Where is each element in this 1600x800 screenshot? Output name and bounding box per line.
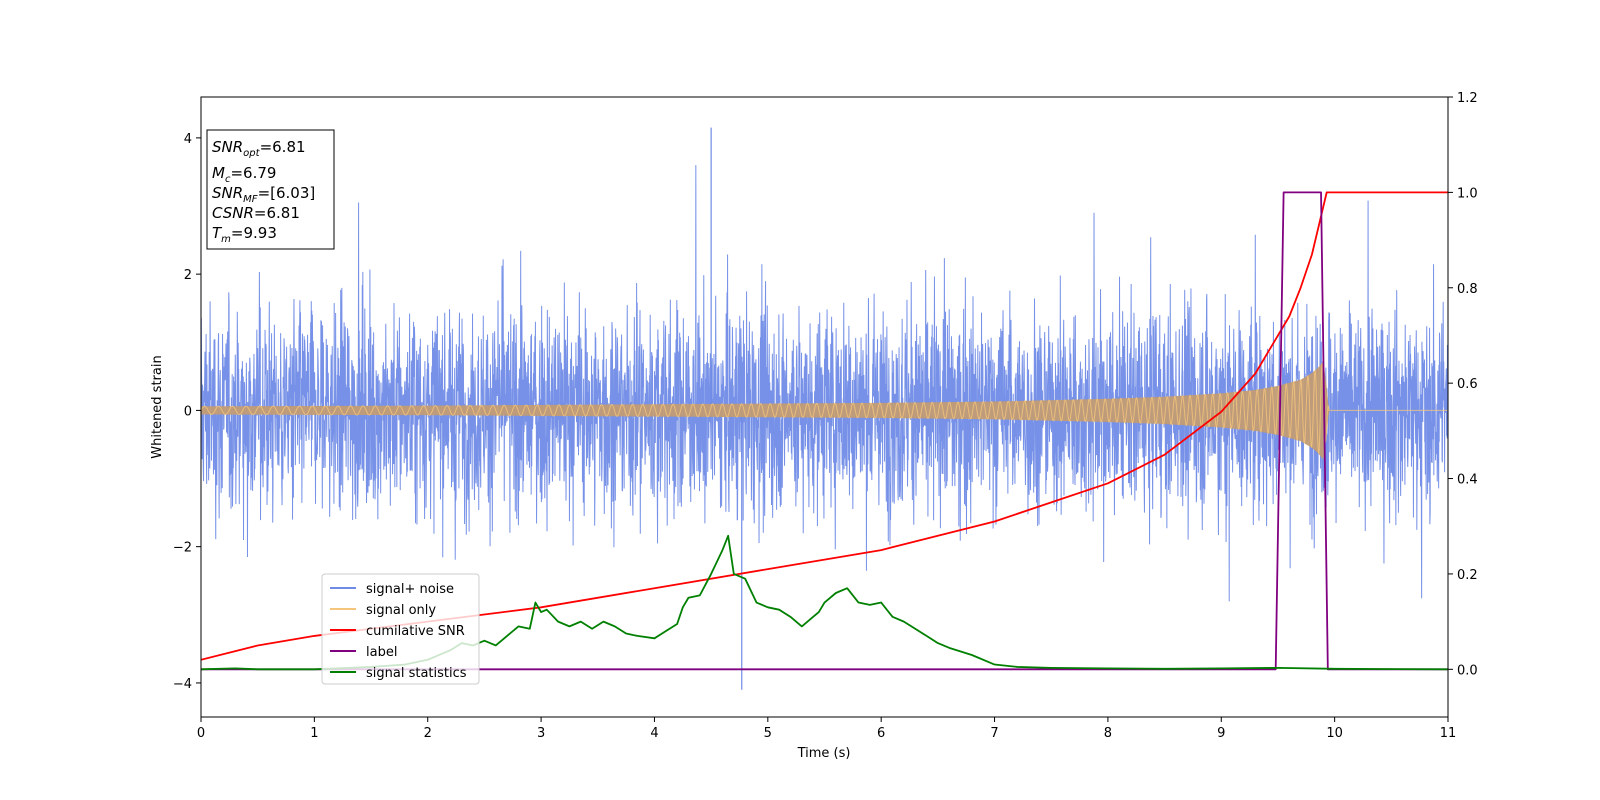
x-tick-label: 2 (424, 726, 432, 741)
left-y-tick-label: 4 (184, 132, 192, 147)
plot-area (201, 127, 1448, 690)
left-y-axis: −4 −2 0 2 4 (173, 132, 201, 692)
left-y-tick-label: −4 (173, 677, 192, 692)
right-y-tick-label: 0.4 (1457, 473, 1478, 488)
x-tick-label: 0 (197, 726, 205, 741)
left-y-tick-label: −2 (173, 541, 192, 556)
info-mc: Mc=6.79 (212, 164, 276, 185)
right-y-tick-label: 1.2 (1457, 91, 1478, 106)
info-snr-mf: SNRMF=[6.03] (212, 184, 315, 205)
x-tick-label: 7 (990, 726, 998, 741)
left-y-tick-label: 2 (184, 268, 192, 283)
x-tick-label: 9 (1217, 726, 1225, 741)
legend-label: signal+ noise (366, 582, 454, 597)
right-y-tick-label: 0.6 (1457, 377, 1478, 392)
x-tick-label: 4 (650, 726, 658, 741)
x-tick-label: 1 (310, 726, 318, 741)
info-csnr: CSNR=6.81 (212, 204, 300, 222)
axes-frame (200, 96, 1449, 718)
x-tick-label: 6 (877, 726, 885, 741)
x-axis-label: Time (s) (797, 746, 851, 761)
series-cumilative-snr (201, 191, 1448, 661)
x-tick-label: 3 (537, 726, 545, 741)
info-snr-opt: SNRopt=6.81 (212, 138, 306, 159)
info-box-frame (206, 129, 335, 250)
right-y-axis: 0.0 0.2 0.4 0.6 0.8 1.0 1.2 (1448, 91, 1478, 678)
series-signal-statistics (201, 534, 1448, 671)
x-tick-label: 11 (1440, 726, 1457, 741)
legend-frame (321, 573, 480, 685)
legend-label: cumilative SNR (366, 624, 465, 639)
info-tm: Tm=9.93 (212, 224, 277, 245)
right-y-tick-label: 0.2 (1457, 568, 1478, 583)
x-tick-label: 5 (764, 726, 772, 741)
x-tick-label: 10 (1326, 726, 1343, 741)
legend-label: label (366, 645, 397, 660)
right-y-tick-label: 1.0 (1457, 186, 1478, 201)
series-signal-only (201, 362, 1448, 454)
y-axis-label: Whitened strain (150, 355, 165, 458)
left-y-tick-label: 0 (184, 404, 192, 419)
legend: signal+ noise signal only cumilative SNR la… (321, 573, 480, 685)
legend-label: signal statistics (366, 666, 467, 681)
right-y-tick-label: 0.8 (1457, 282, 1478, 297)
legend-label: signal only (366, 603, 436, 618)
series-signal-only-band (201, 361, 1448, 460)
x-tick-label: 8 (1104, 726, 1112, 741)
info-box: SNRopt=6.81 Mc=6.79 SNRMF=[6.03] CSNR=6.… (206, 129, 335, 250)
x-axis: 0 1 2 3 4 5 6 7 8 9 10 11 (197, 717, 1456, 741)
right-y-tick-label: 0.0 (1457, 663, 1478, 678)
